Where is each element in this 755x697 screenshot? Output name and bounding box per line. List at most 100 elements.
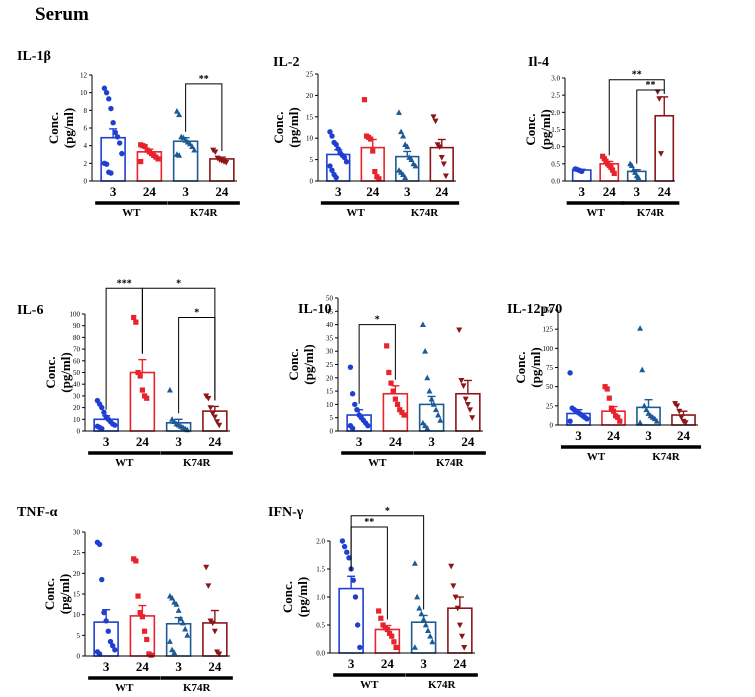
data-point xyxy=(105,628,112,634)
y-tick-label: 25 xyxy=(546,402,554,410)
group-label: K74R xyxy=(652,451,681,463)
y-tick-label: 0 xyxy=(330,428,334,436)
y-tick-label: 4 xyxy=(84,142,88,150)
y-tick-label: 150 xyxy=(543,307,554,315)
group-label: WT xyxy=(346,207,365,219)
data-point xyxy=(637,419,644,426)
data-point xyxy=(459,633,466,640)
data-point xyxy=(414,593,421,600)
figure-title: Serum xyxy=(35,4,89,25)
y-tick-label: 0 xyxy=(310,178,314,186)
data-point xyxy=(384,626,390,633)
data-point xyxy=(189,143,196,149)
significance-label: ** xyxy=(364,517,374,528)
y-tick-label: 2.5 xyxy=(551,92,560,100)
data-point xyxy=(205,395,212,402)
y-tick-label: 80 xyxy=(73,334,81,342)
x-tick-label: 3 xyxy=(356,434,363,449)
data-point xyxy=(394,401,401,407)
x-tick-label: 24 xyxy=(461,434,475,449)
data-point xyxy=(138,158,144,165)
y-tick-label: 20 xyxy=(326,374,334,382)
group-label: WT xyxy=(586,207,605,219)
data-point xyxy=(584,416,590,422)
y-tick-label: 20 xyxy=(73,404,81,412)
data-point xyxy=(469,415,476,421)
group-label: K74R xyxy=(190,207,219,219)
data-point xyxy=(205,583,212,589)
data-point xyxy=(184,632,191,638)
significance-bracket xyxy=(358,324,396,404)
data-point xyxy=(461,645,468,651)
data-point xyxy=(103,161,110,167)
data-point xyxy=(216,422,223,429)
y-tick-label: 125 xyxy=(543,326,554,334)
data-point xyxy=(432,406,439,413)
y-tick-label: 10 xyxy=(80,89,88,97)
y-tick-label: 20 xyxy=(306,92,314,100)
group-label: WT xyxy=(115,457,134,469)
data-point xyxy=(108,105,114,112)
x-tick-label: 3 xyxy=(420,656,427,671)
data-point xyxy=(682,420,689,426)
y-tick-label: 0.0 xyxy=(316,650,325,658)
data-point xyxy=(386,630,393,636)
data-point xyxy=(133,319,139,325)
y-tick-label: 70 xyxy=(73,346,81,354)
significance-bracket xyxy=(608,79,665,156)
y-axis-label: (pg/ml) xyxy=(61,108,76,148)
data-point xyxy=(96,541,103,548)
panel-title: IL-1β xyxy=(17,49,51,64)
x-tick-label: 3 xyxy=(175,659,182,674)
chart-panel: Il-4 Conc. (pg/ml) 0.0 0.5 1.0 1.5 2.0 2.5 3.0 3 24… xyxy=(523,55,680,219)
data-point xyxy=(384,343,390,349)
x-tick-label: 3 xyxy=(175,434,182,449)
data-point xyxy=(166,386,173,393)
data-point xyxy=(109,642,116,649)
data-point xyxy=(402,174,409,180)
data-point xyxy=(133,558,139,564)
significance-bracket xyxy=(105,287,143,410)
y-tick-label: 8 xyxy=(84,107,88,115)
data-point xyxy=(343,159,350,165)
data-point xyxy=(398,128,405,135)
group-label: K74R xyxy=(436,457,465,469)
y-tick-label: 10 xyxy=(73,416,81,424)
data-point xyxy=(144,395,150,401)
y-tick-label: 35 xyxy=(326,334,334,342)
group-label: WT xyxy=(360,679,379,691)
x-tick-label: 3 xyxy=(634,184,641,199)
group-label: WT xyxy=(368,457,387,469)
data-point xyxy=(341,543,348,550)
data-point xyxy=(177,615,184,622)
data-point xyxy=(103,618,109,624)
y-axis-label: (pg/ml) xyxy=(528,347,543,387)
y-tick-label: 25 xyxy=(326,361,334,369)
data-point xyxy=(424,425,431,431)
y-axis-label: Conc. xyxy=(42,578,57,610)
data-point xyxy=(176,111,183,118)
x-tick-label: 24 xyxy=(453,656,467,671)
data-point xyxy=(628,162,635,168)
data-point xyxy=(429,638,436,645)
y-axis-label: (pg/ml) xyxy=(301,344,316,384)
y-tick-label: 15 xyxy=(326,388,334,396)
data-point xyxy=(357,644,363,651)
data-point xyxy=(452,594,459,601)
data-point xyxy=(344,549,350,555)
data-point xyxy=(191,146,198,153)
y-tick-label: 25 xyxy=(73,549,81,557)
x-tick-label: 24 xyxy=(389,434,403,449)
x-tick-label: 3 xyxy=(645,428,652,443)
y-tick-label: 50 xyxy=(73,369,81,377)
significance-label: *** xyxy=(117,278,132,289)
y-axis-label: (pg/ml) xyxy=(57,574,72,614)
x-tick-label: 24 xyxy=(208,659,222,674)
data-point xyxy=(412,162,419,169)
data-point xyxy=(142,143,148,150)
data-point xyxy=(604,386,610,392)
significance-label: * xyxy=(375,315,380,326)
bar-k74r-24 xyxy=(202,622,228,657)
x-tick-label: 3 xyxy=(348,656,355,671)
